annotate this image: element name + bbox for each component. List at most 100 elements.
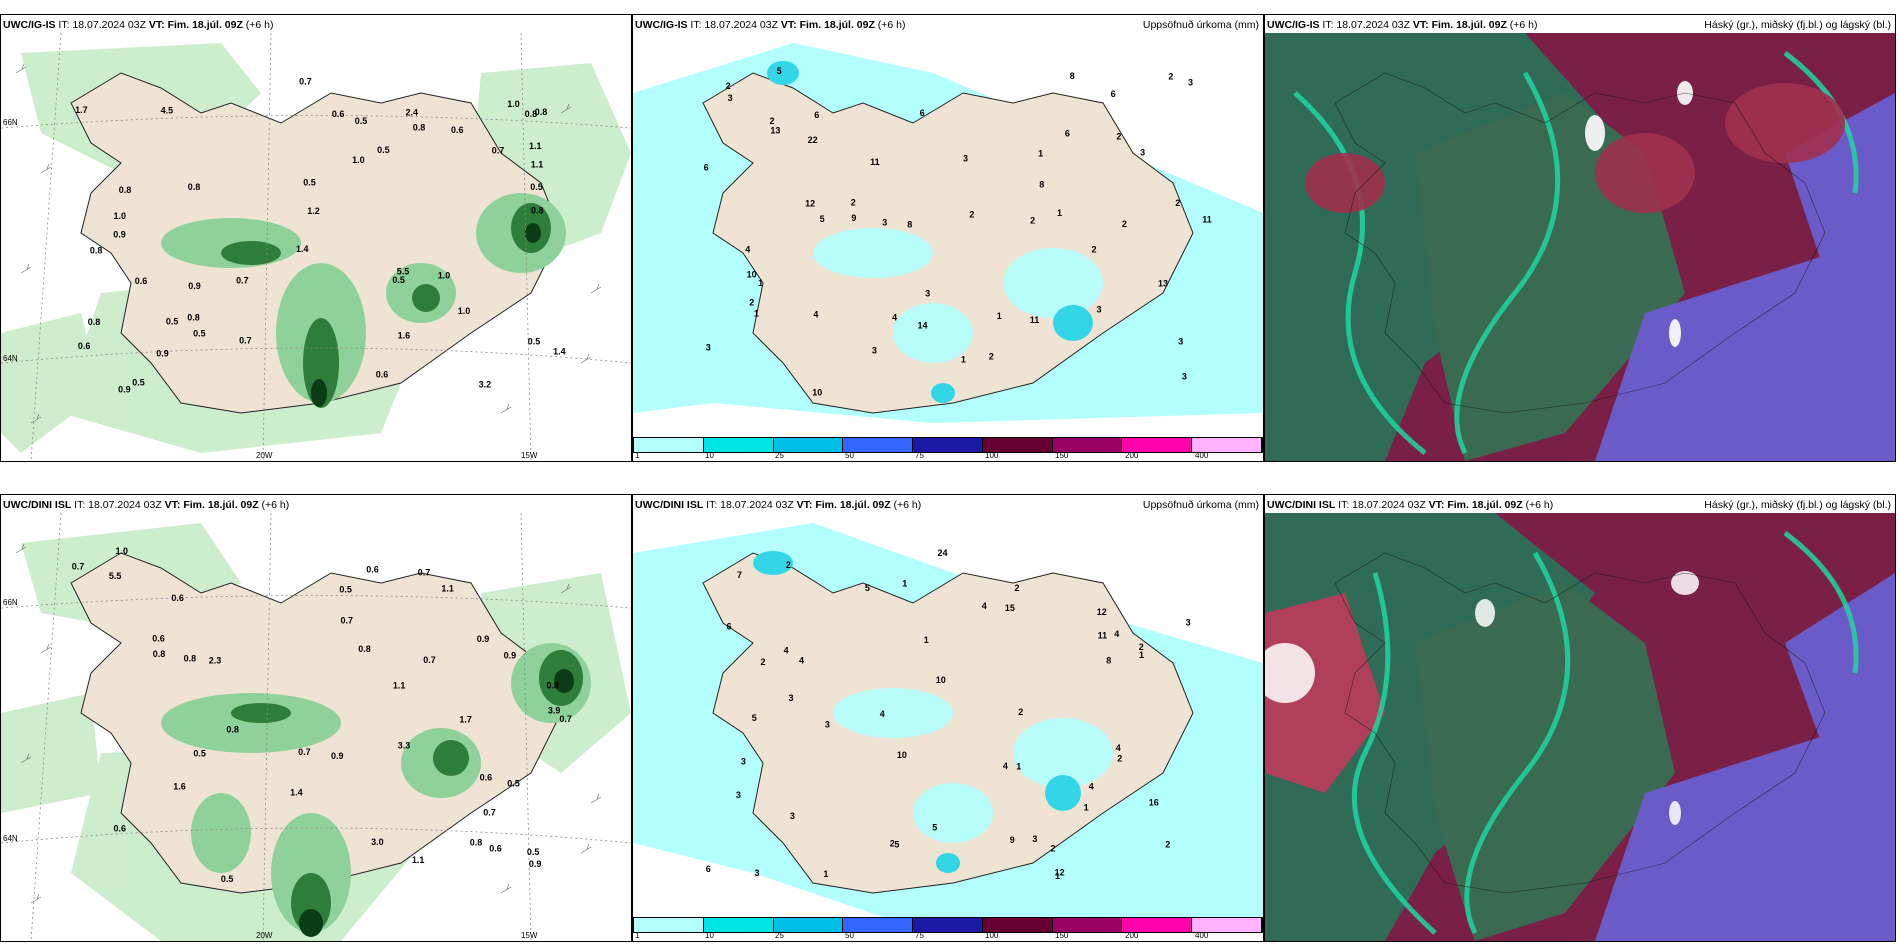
- panel-header: UWC/IG-IS IT: 18.07.2024 03Z VT: Fim. 18…: [3, 18, 627, 32]
- panel-dini-clouds: UWC/DINI ISL IT: 18.07.2024 03Z VT: Fim.…: [1264, 494, 1896, 942]
- value-label: 11: [1098, 630, 1108, 640]
- colorbar-swatch: [843, 438, 914, 452]
- value-label: 1.1: [393, 681, 406, 691]
- model-name: UWC/DINI ISL: [3, 499, 72, 511]
- value-label: 2: [969, 210, 974, 220]
- map-svg: 0.6 0.5 0.7 0.5 0.7 1.4 0.7 1.1 1.1 0.9 0.6 0.8 0.6 0…: [1, 513, 631, 941]
- lon-label-15w: 15W: [521, 451, 538, 460]
- valid-time: Fim. 18.júl. 09Z: [1447, 499, 1523, 511]
- value-label: 13: [770, 125, 780, 135]
- lead-time: (+6 h): [1509, 19, 1538, 31]
- panel-dini-precip: UWC/DINI ISL IT: 18.07.2024 03Z VT: Fim.…: [632, 494, 1264, 942]
- value-label: 2: [1165, 839, 1170, 849]
- valid-time: Fim. 18.júl. 09Z: [815, 499, 891, 511]
- value-label: 24: [938, 548, 948, 558]
- value-label: 0.7: [239, 335, 252, 345]
- init-time: IT: 18.07.2024 03Z: [74, 499, 162, 511]
- value-label: 3: [872, 346, 877, 356]
- value-label: 4: [1116, 743, 1121, 753]
- value-label: 0.9: [118, 384, 131, 394]
- init-time: IT: 18.07.2024 03Z: [690, 19, 778, 31]
- value-label: 9: [1010, 835, 1015, 845]
- colorbar-swatch: [1192, 918, 1263, 932]
- value-label: 2.4: [406, 108, 419, 118]
- value-label: 2: [749, 297, 754, 307]
- value-label: 5: [820, 214, 825, 224]
- value-label: 0.7: [418, 568, 431, 578]
- value-label: 3: [1188, 78, 1193, 88]
- value-label: 1: [1038, 148, 1043, 158]
- value-label: 0.5: [303, 178, 316, 188]
- value-labels: 0.9 0.8 0.5 0.5 0.8 0.5 1.2 0.9 0.8 0.5 0.8 0.5 1.0 0…: [75, 77, 566, 395]
- valid-time: Fim. 18.júl. 09Z: [1431, 19, 1507, 31]
- colorbar-label: 25: [775, 451, 784, 460]
- lead-time: (+6 h): [1525, 499, 1554, 511]
- value-label: 8: [1106, 656, 1111, 666]
- value-label: 2: [1122, 219, 1127, 229]
- value-label: 5.5: [397, 266, 410, 276]
- value-label: 1.1: [441, 584, 454, 594]
- colorbar-swatch: [913, 918, 983, 932]
- value-label: 3.0: [371, 837, 384, 847]
- value-labels: 1121241662128124732134212435315131123364…: [706, 548, 1191, 881]
- value-label: 3.2: [479, 380, 492, 390]
- model-name: UWC/IG-IS: [3, 19, 56, 31]
- init-time: IT: 18.07.2024 03Z: [1322, 19, 1410, 31]
- value-label: 0.8: [90, 246, 103, 256]
- colorbar-label: 1: [635, 931, 640, 940]
- value-label: 2: [1018, 707, 1023, 717]
- panel-ig-wind-cloud: UWC/IG-IS IT: 18.07.2024 03Z VT: Fim. 18…: [0, 14, 632, 462]
- panel-header: UWC/DINI ISL IT: 18.07.2024 03Z VT: Fim.…: [3, 498, 627, 512]
- value-label: 0.5: [355, 116, 368, 126]
- map-canvas[interactable]: [1265, 513, 1895, 941]
- valid-time-label: VT:: [780, 19, 797, 31]
- value-label: 3: [789, 693, 794, 703]
- value-label: 3: [1097, 304, 1102, 314]
- map-svg: 1121455423113312132324612233223361110263…: [633, 33, 1263, 437]
- panel-header: UWC/IG-IS IT: 18.07.2024 03Z VT: Fim. 18…: [635, 18, 1259, 32]
- value-label: 4: [880, 709, 885, 719]
- map-canvas[interactable]: [1265, 33, 1895, 461]
- map-canvas[interactable]: 0.9 0.8 0.5 0.5 0.8 0.5 1.2 0.9 0.8 0.5 0.8 0.5 1.0 0…: [1, 33, 631, 461]
- value-label: 0.8: [188, 182, 201, 192]
- value-label: 2: [890, 838, 895, 848]
- value-label: 0.8: [413, 122, 426, 132]
- colorbar-swatch: [1052, 918, 1123, 932]
- value-label: 0.9: [504, 650, 517, 660]
- value-label: 0.9: [188, 281, 201, 291]
- value-label: 0.6: [114, 824, 127, 834]
- value-label: 8: [907, 220, 912, 230]
- value-label: 0.8: [547, 681, 560, 691]
- colorbar-swatch: [703, 918, 774, 932]
- value-label: 1.6: [398, 330, 411, 340]
- value-label: 3: [882, 217, 887, 227]
- colorbar-label: 10: [705, 451, 714, 460]
- map-canvas[interactable]: 0.6 0.5 0.7 0.5 0.7 1.4 0.7 1.1 1.1 0.9 0.6 0.8 0.6 0…: [1, 513, 631, 941]
- value-label: 1.0: [114, 211, 127, 221]
- value-label: 1: [1139, 650, 1144, 660]
- model-name: UWC/IG-IS: [1267, 19, 1320, 31]
- map-canvas[interactable]: 1 12 14 5 5 4 2 3 1 13 3 1 2 1 3 2 3 2 4 6 1 2 2 3 3 2 2 3 3 6 11 10 2 6 3…: [633, 33, 1263, 437]
- colorbar-label: 75: [915, 451, 924, 460]
- value-label: 2: [761, 657, 766, 667]
- value-label: 0.7: [298, 747, 311, 757]
- value-label: 0.8: [470, 838, 483, 848]
- value-label: 0.5: [528, 337, 541, 347]
- value-label: 0.9: [477, 634, 490, 644]
- value-label: 4.5: [161, 105, 174, 115]
- value-label: 3: [1140, 148, 1145, 158]
- value-label: 0.8: [531, 206, 544, 216]
- colorbar-swatch: [703, 438, 774, 452]
- value-label: 14: [918, 321, 928, 331]
- value-label: 9: [851, 213, 856, 223]
- value-label: 3: [825, 720, 830, 730]
- value-label: 3: [755, 868, 760, 878]
- valid-time: Fim. 18.júl. 09Z: [167, 19, 243, 31]
- value-label: 6: [727, 622, 732, 632]
- lon-label-20w: 20W: [256, 931, 273, 940]
- map-canvas[interactable]: 1 12 12 4 16 6 2 1 2 8 1 2 4 7 3 2 1 3 4 2 1 2 4 3 5 3 15 1 3 11 2 3 3 6 4…: [633, 513, 1263, 917]
- value-label: 0.8: [535, 107, 548, 117]
- value-labels: 1121455423113312132324612233223361110263…: [704, 66, 1212, 397]
- value-label: 2: [989, 352, 994, 362]
- lead-time: (+6 h): [261, 499, 290, 511]
